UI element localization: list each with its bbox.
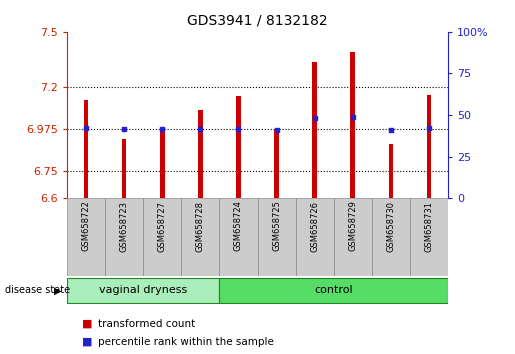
Bar [389,144,393,198]
Bar [372,198,410,276]
Point [349,114,357,120]
Bar [219,198,258,276]
Bar [334,198,372,276]
Bar [198,109,202,198]
Text: GSM658731: GSM658731 [424,201,434,252]
Bar [296,198,334,276]
Text: GSM658730: GSM658730 [386,201,396,252]
Bar [67,198,105,276]
Bar [313,62,317,198]
Bar [67,278,219,303]
Point [120,127,128,132]
Text: GSM658722: GSM658722 [81,201,91,251]
Point [82,126,90,131]
Text: transformed count: transformed count [98,319,195,329]
Text: control: control [314,285,353,295]
Text: ▶: ▶ [54,285,62,295]
Text: GSM658728: GSM658728 [196,201,205,252]
Bar [258,198,296,276]
Bar [351,52,355,198]
Bar [427,95,431,198]
Bar [236,96,241,198]
Bar [84,100,88,198]
Bar [105,198,143,276]
Point [272,127,281,133]
Point [387,127,395,133]
Point [234,126,243,132]
Text: percentile rank within the sample: percentile rank within the sample [98,337,274,347]
Bar [410,198,448,276]
Point [311,115,319,121]
Bar [122,139,126,198]
Bar [143,198,181,276]
Point [425,126,433,131]
Text: GSM658727: GSM658727 [158,201,167,252]
Title: GDS3941 / 8132182: GDS3941 / 8132182 [187,14,328,28]
Text: GSM658725: GSM658725 [272,201,281,251]
Text: GSM658726: GSM658726 [310,201,319,252]
Text: GSM658723: GSM658723 [119,201,129,252]
Text: GSM658729: GSM658729 [348,201,357,251]
Text: ■: ■ [82,319,93,329]
Bar [274,130,279,198]
Point [196,126,204,131]
Text: ■: ■ [82,337,93,347]
Text: vaginal dryness: vaginal dryness [99,285,187,295]
Text: GSM658724: GSM658724 [234,201,243,251]
Bar [219,278,448,303]
Bar [160,129,164,198]
Bar [181,198,219,276]
Point [158,126,166,132]
Text: disease state: disease state [5,285,70,295]
